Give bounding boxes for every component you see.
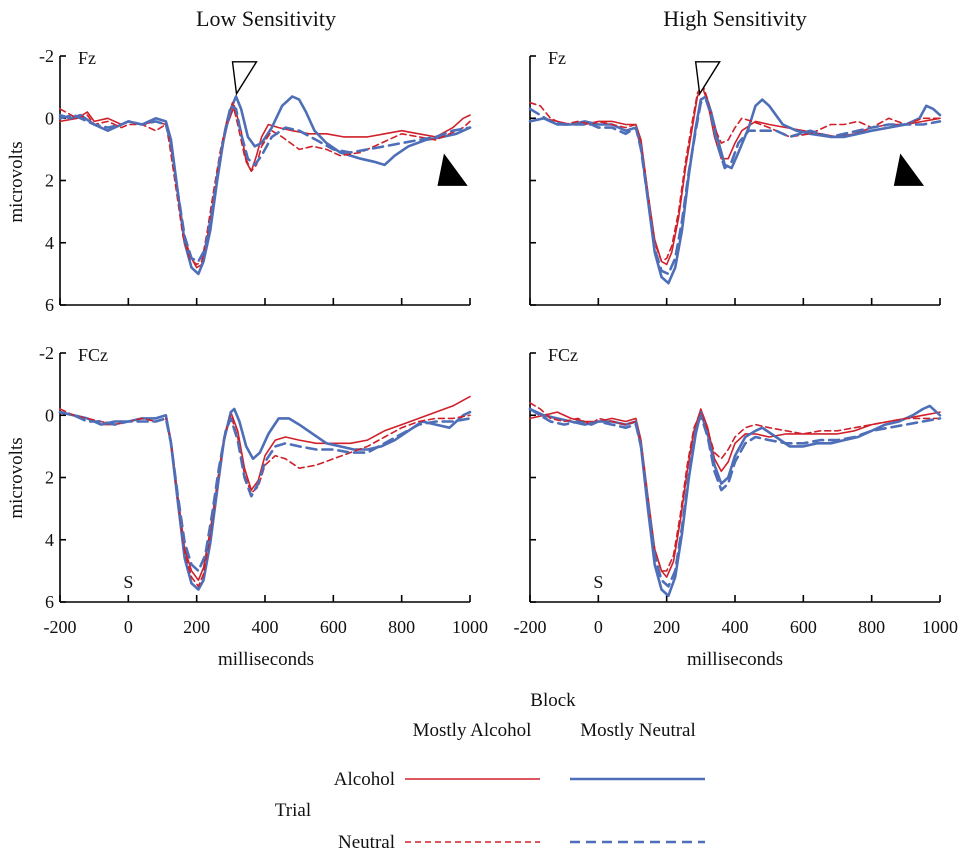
x-tick-label: 800 <box>388 617 415 637</box>
open-triangle-marker <box>231 61 258 96</box>
x-tick-label: 600 <box>790 617 817 637</box>
panel-high-sensitivity-fz: Fz <box>528 48 942 306</box>
electrode-label: Fz <box>548 48 566 68</box>
series-line-alcohol-mostly-neutral <box>528 404 942 598</box>
series-line-neutral-mostly-alcohol <box>59 101 471 266</box>
x-tick-label: 1000 <box>922 617 958 637</box>
x-tick-label: -200 <box>514 617 547 637</box>
y-tick-label: 0 <box>45 108 54 128</box>
x-tick-label: 0 <box>594 617 603 637</box>
y-tick-label: 4 <box>45 530 54 550</box>
x-tick-label: 1000 <box>452 617 488 637</box>
y-axis-label-top: microvolts <box>6 141 27 222</box>
y-tick-label: 0 <box>45 405 54 425</box>
legend-title: Block <box>530 690 576 711</box>
x-tick-label: 400 <box>722 617 749 637</box>
column-title-low-sensitivity: Low Sensitivity <box>196 6 336 31</box>
panel-low-sensitivity-fz: -2 0 2 4 6 Fz <box>39 46 472 315</box>
series-line-alcohol-mostly-neutral <box>58 407 472 591</box>
series-line-neutral-mostly-neutral <box>58 410 472 573</box>
legend: Block Mostly Alcohol Mostly Neutral Alco… <box>275 690 705 853</box>
series-line-alcohol-mostly-alcohol <box>59 105 471 269</box>
panel-low-sensitivity-fcz: -2 0 2 4 6 -200 0 200 400 600 800 1000 FCz S <box>39 343 488 637</box>
y-axis-label-bottom: microvolts <box>6 437 27 518</box>
y-tick-label: -2 <box>39 343 54 363</box>
series-line-neutral-mostly-neutral <box>528 407 942 588</box>
electrode-label: FCz <box>548 345 578 365</box>
legend-column-mostly-neutral: Mostly Neutral <box>580 720 696 741</box>
legend-column-mostly-alcohol: Mostly Alcohol <box>413 720 532 741</box>
x-tick-label: -200 <box>44 617 77 637</box>
filled-triangle-marker <box>437 153 468 186</box>
x-tick-label: 200 <box>653 617 680 637</box>
series-line-neutral-mostly-neutral <box>528 98 942 276</box>
electrode-label: FCz <box>78 345 108 365</box>
y-tick-label: 6 <box>45 295 54 315</box>
x-tick-label: 400 <box>252 617 279 637</box>
open-triangle-marker <box>694 61 721 96</box>
legend-row-neutral: Neutral <box>338 832 395 851</box>
series-line-neutral-mostly-alcohol <box>59 408 471 588</box>
stimulus-onset-label: S <box>123 572 133 592</box>
y-tick-label: 6 <box>45 592 54 612</box>
series-line-neutral-mostly-alcohol <box>529 401 941 572</box>
x-axis-label-right: milliseconds <box>687 649 783 670</box>
series-line-neutral-mostly-alcohol <box>529 83 941 263</box>
filled-triangle-marker <box>893 153 925 186</box>
panel-high-sensitivity-fcz: -200 0 200 400 600 800 1000 FCz S <box>514 345 959 637</box>
legend-row-alcohol: Alcohol <box>334 769 395 790</box>
series-line-alcohol-mostly-alcohol <box>529 408 941 578</box>
series-line-neutral-mostly-neutral <box>58 104 472 263</box>
y-tick-label: 4 <box>45 233 54 253</box>
x-tick-label: 800 <box>858 617 885 637</box>
electrode-label: Fz <box>78 48 96 68</box>
x-tick-label: 600 <box>320 617 347 637</box>
x-tick-label: 0 <box>124 617 133 637</box>
column-title-high-sensitivity: High Sensitivity <box>663 6 807 31</box>
y-tick-label: 2 <box>45 171 54 191</box>
series-line-alcohol-mostly-alcohol <box>529 86 941 266</box>
x-axis-label-left: milliseconds <box>218 649 314 670</box>
x-tick-label: 200 <box>183 617 210 637</box>
y-tick-label: -2 <box>39 46 54 66</box>
stimulus-onset-label: S <box>593 572 603 592</box>
legend-row-group-trial: Trial <box>275 800 311 821</box>
y-tick-label: 2 <box>45 468 54 488</box>
